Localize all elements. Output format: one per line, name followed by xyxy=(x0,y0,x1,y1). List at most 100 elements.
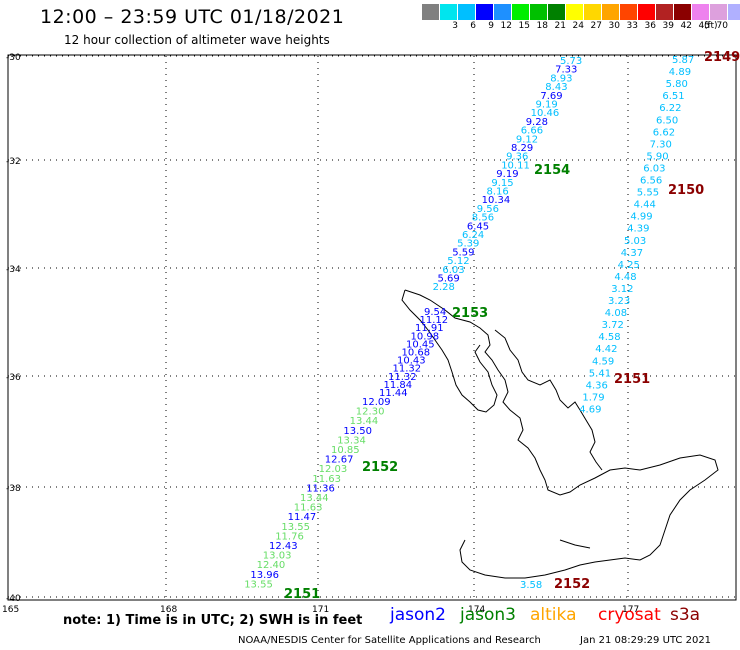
track-value-label: 6.66 xyxy=(521,126,543,137)
track-value-label: 5.55 xyxy=(637,188,659,199)
coastline xyxy=(401,289,719,579)
track-value-label: 5.03 xyxy=(624,236,646,247)
track-value-label: 11.47 xyxy=(288,512,317,523)
track-value-label: 11.32 xyxy=(388,372,417,383)
colorbar-tick-label: 15 xyxy=(518,21,530,31)
track-value-label: 11.84 xyxy=(384,380,413,391)
footer-note: note: 1) Time is in UTC; 2) SWH is in fe… xyxy=(63,613,363,628)
colorbar-tick-label: 30 xyxy=(608,21,620,31)
track-value-label: 5.80 xyxy=(666,79,688,90)
track-value-label: 4.89 xyxy=(669,67,691,78)
track-value-label: 6.62 xyxy=(653,127,675,138)
track-value-label: 8.56 xyxy=(472,213,494,224)
track-value-label: 5.12 xyxy=(447,256,469,267)
track-value-label: 4.25 xyxy=(618,260,640,271)
track-value-label: 4.39 xyxy=(627,224,649,235)
colorbar-tick-label: 27 xyxy=(590,21,602,31)
track-value-label: 9.36 xyxy=(506,152,528,163)
track-value-label: 4.08 xyxy=(605,308,627,319)
track-value-label: 11.63 xyxy=(312,474,341,485)
lon-tick-label: 177 xyxy=(622,605,639,615)
track-value-label: 11.36 xyxy=(306,483,335,494)
track-value-label: 11.63 xyxy=(294,503,323,514)
track-value-label: 4.44 xyxy=(634,200,656,211)
track-value-label: 3.58 xyxy=(520,580,542,591)
colorbar-swatch xyxy=(584,4,602,20)
colorbar-swatch xyxy=(422,4,440,20)
track-value-label: 12.30 xyxy=(356,407,385,418)
track-value-label: 7.30 xyxy=(650,139,672,150)
colorbar-swatch xyxy=(548,4,566,20)
track-value-label: 6.22 xyxy=(659,103,681,114)
altimeter-tracks: 5.874.895.806.516.226.506.627.305.906.03… xyxy=(244,50,740,602)
colorbar-tick-label: 45 xyxy=(698,21,710,31)
track-value-label: 9.19 xyxy=(496,169,518,180)
pass-number-label: 2152 xyxy=(554,577,590,592)
track-value-label: 5.73 xyxy=(560,56,582,67)
track-value-label: 4.36 xyxy=(586,380,608,391)
track-value-label: 12.40 xyxy=(257,560,286,571)
track-value-label: 5.90 xyxy=(646,151,668,162)
pass-number-label: 2151 xyxy=(284,587,320,602)
track-value-label: 12.09 xyxy=(362,397,391,408)
page-title: 12:00 – 23:59 UTC 01/18/2021 xyxy=(40,6,345,28)
track-value-label: 13.44 xyxy=(350,416,379,427)
track-value-label: 10.46 xyxy=(531,108,560,119)
track-value-label: 13.55 xyxy=(281,522,310,533)
lon-tick-label: 165 xyxy=(2,605,19,615)
track-value-label: 5.41 xyxy=(589,368,611,379)
colorbar-tick-label: 39 xyxy=(662,21,674,31)
track-value-label: 6.56 xyxy=(640,176,662,187)
track-value-label: 11.32 xyxy=(393,364,422,375)
colorbar-tick-label: 9 xyxy=(488,21,494,31)
track-value-label: 11.44 xyxy=(379,388,408,399)
track-value-label: 10.68 xyxy=(402,348,431,359)
lat-tick-label: -34 xyxy=(6,265,21,275)
colorbar-tick-label: 18 xyxy=(536,21,548,31)
track-value-label: 4.58 xyxy=(598,332,620,343)
track-value-label: 8.43 xyxy=(545,82,567,93)
colorbar-swatch xyxy=(602,4,620,20)
lat-tick-label: -30 xyxy=(6,53,21,63)
track-value-label: 7.33 xyxy=(555,65,577,76)
colorbar-tick-label: 70 xyxy=(716,21,728,31)
track-value-label: 10.43 xyxy=(397,356,426,367)
legend-cryosat: cryosat xyxy=(598,605,661,625)
colorbar-swatch xyxy=(476,4,494,20)
lon-tick-label: 168 xyxy=(160,605,177,615)
track-value-label: 5.69 xyxy=(438,274,460,285)
track-value-label: 13.96 xyxy=(250,570,279,581)
colorbar-tick-label: 33 xyxy=(626,21,638,31)
legend-s3a: s3a xyxy=(670,605,701,625)
track-value-label: 1.79 xyxy=(582,392,604,403)
track-value-label: 3.72 xyxy=(602,320,624,331)
track-value-label: 12.43 xyxy=(269,541,298,552)
pass-number-label: 2153 xyxy=(452,306,488,321)
track-value-label: 6.03 xyxy=(643,163,665,174)
track-value-label: 4.48 xyxy=(614,272,636,283)
track-value-label: 10.11 xyxy=(501,160,530,171)
track-value-label: 5.87 xyxy=(672,55,694,66)
track-value-label: 6.51 xyxy=(662,91,684,102)
legend-altika: altika xyxy=(530,605,577,625)
track-value-label: 12.03 xyxy=(319,464,348,475)
track-value-label: 11.76 xyxy=(275,531,304,542)
track-value-label: 13.50 xyxy=(343,426,372,437)
track-value-label: 13.44 xyxy=(300,493,329,504)
colorbar-swatch xyxy=(494,4,512,20)
track-value-label: 9.19 xyxy=(536,100,558,111)
lat-tick-label: -40 xyxy=(6,594,21,604)
colorbar-swatch xyxy=(656,4,674,20)
map-frame xyxy=(7,54,737,601)
pass-number-label: 2149 xyxy=(704,50,740,65)
colorbar xyxy=(422,4,740,20)
track-value-label: 4.59 xyxy=(592,356,614,367)
colorbar-swatch xyxy=(458,4,476,20)
colorbar-swatch xyxy=(692,4,710,20)
colorbar-swatch xyxy=(440,4,458,20)
track-value-label: 9.54 xyxy=(424,307,446,318)
track-value-label: 8.16 xyxy=(487,187,509,198)
track-value-label: 3.23 xyxy=(608,296,630,307)
